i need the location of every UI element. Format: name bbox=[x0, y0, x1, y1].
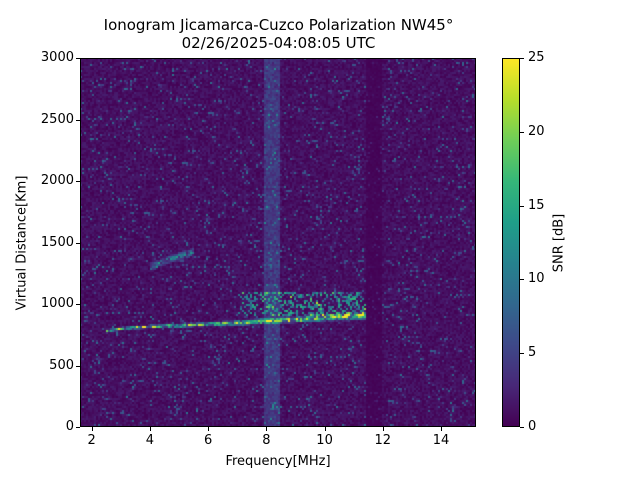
y-tick-mark bbox=[76, 58, 80, 59]
colorbar-label: SNR [dB] bbox=[551, 213, 567, 273]
x-axis-label: Frequency[MHz] bbox=[225, 454, 331, 469]
y-tick-mark bbox=[76, 119, 80, 121]
colorbar-tick-mark bbox=[520, 427, 524, 428]
y-tick-label: 2500 bbox=[40, 111, 74, 127]
x-tick-mark bbox=[91, 427, 93, 431]
x-tick-mark bbox=[266, 427, 268, 431]
ionogram-heatmap bbox=[80, 58, 476, 427]
y-axis-label: Virtual Distance[Km] bbox=[14, 175, 30, 311]
colorbar-tick-mark bbox=[520, 353, 524, 355]
colorbar bbox=[502, 58, 520, 427]
y-tick-mark bbox=[76, 242, 80, 244]
x-tick-mark bbox=[441, 427, 443, 431]
y-tick-mark bbox=[76, 181, 80, 182]
y-tick-label: 3000 bbox=[40, 50, 74, 65]
x-tick-label: 6 bbox=[203, 433, 213, 448]
y-tick-label: 500 bbox=[49, 357, 74, 373]
y-tick-mark bbox=[76, 427, 80, 428]
chart-subtitle: 02/26/2025-04:08:05 UTC bbox=[181, 34, 376, 52]
colorbar-tick-label: 15 bbox=[528, 197, 545, 213]
colorbar-tick-label: 10 bbox=[528, 271, 545, 287]
colorbar-tick-mark bbox=[520, 205, 524, 207]
x-tick-mark bbox=[208, 427, 210, 431]
x-tick-label: 12 bbox=[374, 433, 392, 448]
x-tick-label: 8 bbox=[262, 433, 271, 448]
y-tick-label: 2000 bbox=[40, 173, 74, 188]
colorbar-tick-mark bbox=[520, 131, 524, 133]
chart-title: Ionogram Jicamarca-Cuzco Polarization NW… bbox=[103, 16, 454, 34]
y-tick-label: 1000 bbox=[40, 296, 74, 311]
x-tick-label: 4 bbox=[145, 433, 155, 448]
y-tick-mark bbox=[76, 365, 80, 367]
y-tick-mark bbox=[76, 304, 80, 305]
x-tick-mark bbox=[149, 427, 151, 431]
x-tick-mark bbox=[324, 427, 326, 431]
y-tick-label: 1500 bbox=[40, 234, 74, 250]
x-tick-label: 10 bbox=[316, 433, 333, 448]
x-tick-label: 2 bbox=[87, 433, 96, 448]
colorbar-tick-mark bbox=[520, 58, 524, 59]
colorbar-tick-mark bbox=[520, 279, 524, 281]
x-tick-mark bbox=[382, 427, 384, 431]
colorbar-tick-label: 0 bbox=[528, 419, 537, 434]
colorbar-tick-label: 20 bbox=[528, 123, 545, 139]
colorbar-tick-label: 5 bbox=[528, 345, 537, 361]
y-tick-label: 0 bbox=[65, 419, 74, 434]
x-tick-label: 14 bbox=[432, 433, 450, 448]
colorbar-tick-label: 25 bbox=[528, 50, 545, 65]
